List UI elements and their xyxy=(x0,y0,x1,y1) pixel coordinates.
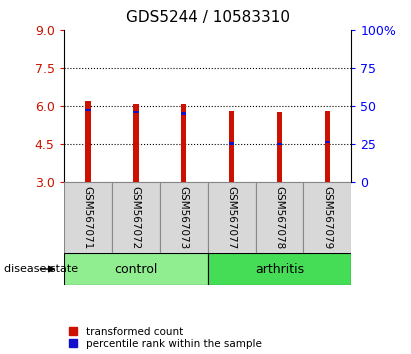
Bar xyxy=(325,111,330,182)
Text: GSM567073: GSM567073 xyxy=(179,186,189,249)
Text: GSM567079: GSM567079 xyxy=(323,186,332,249)
Bar xyxy=(159,182,208,253)
Text: GSM567072: GSM567072 xyxy=(131,186,141,249)
Bar xyxy=(133,104,139,182)
Bar xyxy=(112,182,159,253)
Bar xyxy=(277,112,282,182)
Text: control: control xyxy=(114,263,157,275)
Bar xyxy=(85,109,90,111)
Bar xyxy=(181,112,187,115)
Bar xyxy=(229,111,234,182)
Text: GSM567071: GSM567071 xyxy=(83,186,92,249)
Text: arthritis: arthritis xyxy=(255,263,304,275)
Bar xyxy=(208,253,351,285)
Text: disease state: disease state xyxy=(4,264,78,274)
Bar xyxy=(64,253,208,285)
Bar xyxy=(133,110,139,113)
Bar xyxy=(208,182,256,253)
Legend: transformed count, percentile rank within the sample: transformed count, percentile rank withi… xyxy=(69,327,261,349)
Text: GSM567078: GSM567078 xyxy=(275,186,284,249)
Text: GSM567077: GSM567077 xyxy=(226,186,236,249)
Title: GDS5244 / 10583310: GDS5244 / 10583310 xyxy=(125,10,290,25)
Bar xyxy=(85,101,90,182)
Bar xyxy=(325,141,330,143)
Bar xyxy=(64,182,112,253)
Bar xyxy=(256,182,303,253)
Bar xyxy=(181,104,187,182)
Bar xyxy=(277,143,282,145)
Bar xyxy=(229,142,234,144)
Bar xyxy=(303,182,351,253)
